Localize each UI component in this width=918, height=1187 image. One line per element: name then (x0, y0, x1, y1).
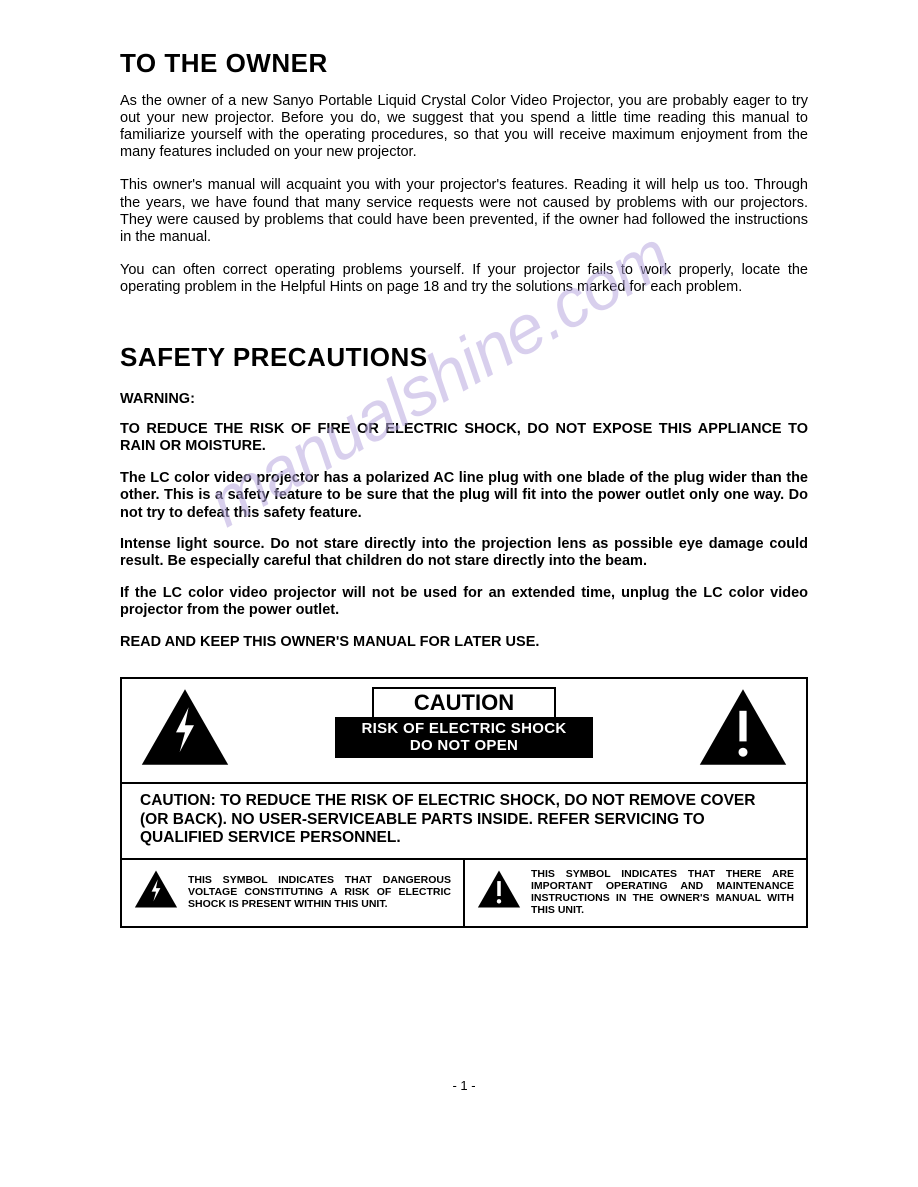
exclamation-triangle-icon (698, 687, 788, 772)
caution-mid-text: CAUTION: TO REDUCE THE RISK OF ELECTRIC … (122, 784, 806, 860)
caution-right-cell: THIS SYMBOL INDICATES THAT THERE ARE IMP… (465, 860, 806, 926)
lightning-triangle-small-icon (134, 869, 178, 914)
warning-label: WARNING: (120, 391, 808, 407)
owner-paragraph-1: As the owner of a new Sanyo Portable Liq… (120, 93, 808, 161)
lightning-triangle-icon (140, 687, 230, 772)
caution-panel: CAUTION RISK OF ELECTRIC SHOCK DO NOT OP… (120, 677, 808, 928)
caution-left-description: THIS SYMBOL INDICATES THAT DANGEROUS VOL… (188, 874, 451, 910)
safety-paragraph-4: If the LC color video projector will not… (120, 585, 808, 620)
caution-left-cell: THIS SYMBOL INDICATES THAT DANGEROUS VOL… (122, 860, 465, 926)
heading-to-owner: TO THE OWNER (120, 48, 808, 79)
caution-word: CAUTION (372, 687, 556, 719)
risk-line-1: RISK OF ELECTRIC SHOCK (362, 720, 567, 737)
safety-paragraph-5: READ AND KEEP THIS OWNER'S MANUAL FOR LA… (120, 634, 808, 651)
caution-black-bar: RISK OF ELECTRIC SHOCK DO NOT OPEN (335, 717, 593, 758)
owner-paragraph-3: You can often correct operating problems… (120, 262, 808, 296)
safety-paragraph-2: The LC color video projector has a polar… (120, 470, 808, 522)
risk-line-2: DO NOT OPEN (410, 737, 518, 754)
safety-paragraph-1: TO REDUCE THE RISK OF FIRE OR ELECTRIC S… (120, 421, 808, 456)
exclamation-triangle-small-icon (477, 869, 521, 914)
caution-center-labels: CAUTION RISK OF ELECTRIC SHOCK DO NOT OP… (230, 687, 698, 758)
safety-paragraph-3: Intense light source. Do not stare direc… (120, 536, 808, 571)
caution-bottom-row: THIS SYMBOL INDICATES THAT DANGEROUS VOL… (122, 860, 806, 926)
page-number: - 1 - (120, 1078, 808, 1093)
document-page: manualshine.com TO THE OWNER As the owne… (0, 0, 918, 1187)
heading-safety: SAFETY PRECAUTIONS (120, 342, 808, 373)
caution-right-description: THIS SYMBOL INDICATES THAT THERE ARE IMP… (531, 868, 794, 916)
caution-top-row: CAUTION RISK OF ELECTRIC SHOCK DO NOT OP… (122, 679, 806, 784)
owner-paragraph-2: This owner's manual will acquaint you wi… (120, 177, 808, 245)
